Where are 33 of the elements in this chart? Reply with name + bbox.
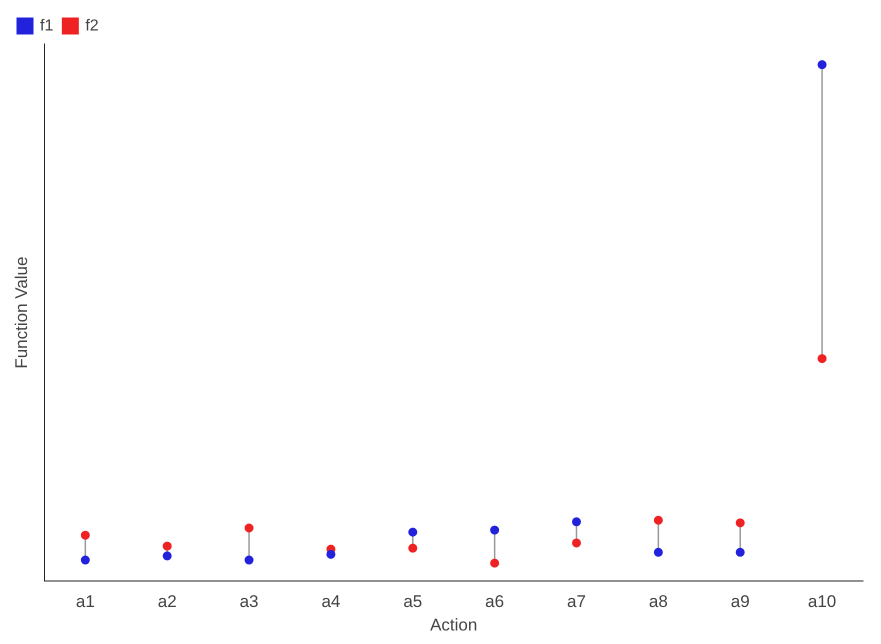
point — [244, 556, 254, 565]
legend-label: f2 — [85, 17, 99, 34]
x-tick-label: a6 — [485, 592, 504, 612]
point — [572, 517, 581, 526]
x-tick-label: a9 — [730, 592, 750, 612]
x-tick-label: a5 — [403, 592, 422, 612]
point — [490, 526, 500, 535]
point — [244, 523, 254, 532]
point — [736, 548, 745, 557]
x-tick-label: a4 — [321, 592, 340, 612]
x-tick-label: a1 — [76, 592, 95, 612]
x-axis-title: Action — [430, 615, 478, 634]
x-tick-label: a2 — [158, 592, 177, 612]
point — [654, 548, 663, 557]
point — [654, 516, 663, 525]
y-axis-title: Function Value — [12, 256, 31, 369]
point — [572, 538, 581, 548]
point — [80, 556, 90, 565]
point — [326, 550, 336, 559]
point — [736, 518, 745, 528]
x-tick-label: a3 — [240, 592, 259, 612]
x-tick-label: a7 — [567, 592, 586, 612]
point — [162, 542, 172, 551]
point — [408, 544, 418, 553]
x-tick-label: a8 — [648, 592, 668, 612]
x-tick-label: a10 — [808, 592, 836, 612]
point — [490, 558, 500, 568]
point — [408, 528, 418, 537]
point — [818, 354, 827, 364]
legend-label: f1 — [40, 17, 54, 34]
point — [162, 551, 172, 560]
point — [80, 530, 90, 540]
point — [818, 60, 827, 70]
